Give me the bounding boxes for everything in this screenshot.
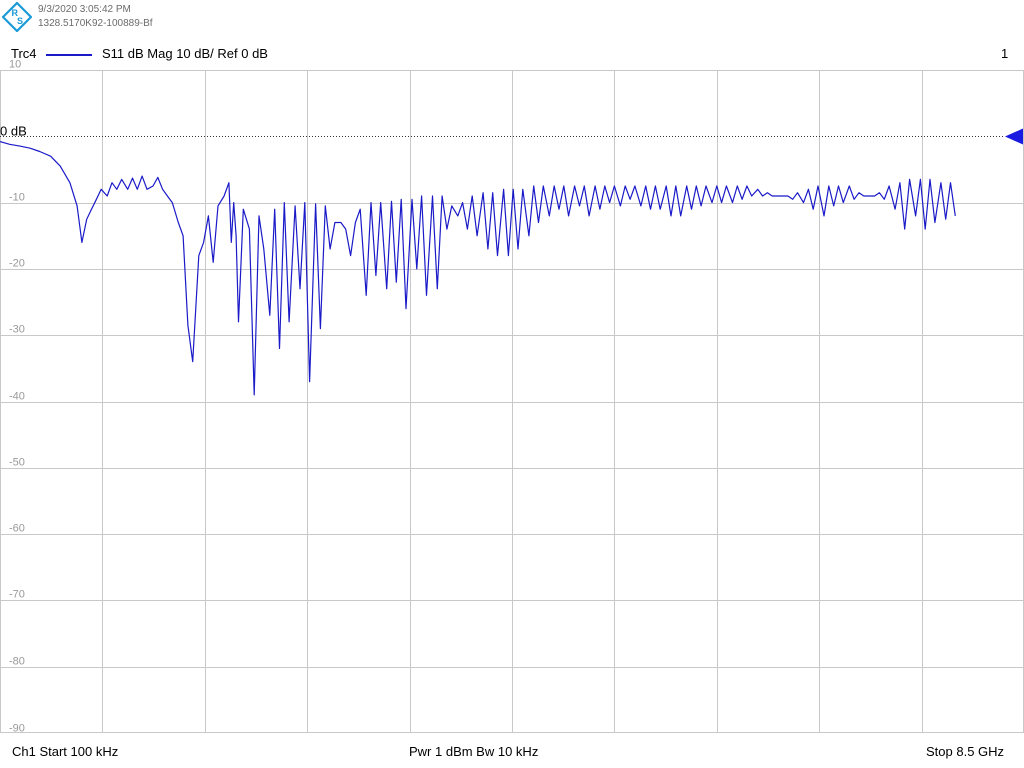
y-tick-label: -40 <box>9 391 25 403</box>
start-frequency[interactable]: Ch1 Start 100 kHz <box>12 744 119 759</box>
y-tick-label: -70 <box>9 589 25 601</box>
y-tick-label: -80 <box>9 656 25 668</box>
ref-marker-icon[interactable] <box>1005 128 1023 145</box>
y-tick-label: -90 <box>9 723 25 735</box>
trace-description[interactable]: S11 dB Mag 10 dB/ Ref 0 dB <box>102 46 268 61</box>
y-tick-label: 10 <box>9 59 21 71</box>
trace-legend-line <box>46 54 92 56</box>
y-tick-label: -50 <box>9 457 25 469</box>
instrument-serial: 1328.5170K92-100889-Bf <box>38 18 153 29</box>
window-number: 1 <box>1001 46 1009 61</box>
svg-text:R: R <box>12 8 19 18</box>
timestamp: 9/3/2020 3:05:42 PM <box>38 4 131 15</box>
y-tick-label: -30 <box>9 324 25 336</box>
y-tick-label: -20 <box>9 258 25 270</box>
y-tick-label: -10 <box>9 192 25 204</box>
svg-text:S: S <box>17 16 23 26</box>
stop-frequency[interactable]: Stop 8.5 GHz <box>926 744 1005 759</box>
ref-level-label: 0 dB <box>0 124 27 139</box>
series-line-s11[interactable] <box>0 141 956 396</box>
y-tick-label: -60 <box>9 523 25 535</box>
power-bandwidth[interactable]: Pwr 1 dBm Bw 10 kHz <box>409 744 539 759</box>
trace-name[interactable]: Trc4 <box>11 46 37 61</box>
rohde-schwarz-logo-icon: R S <box>2 2 32 32</box>
